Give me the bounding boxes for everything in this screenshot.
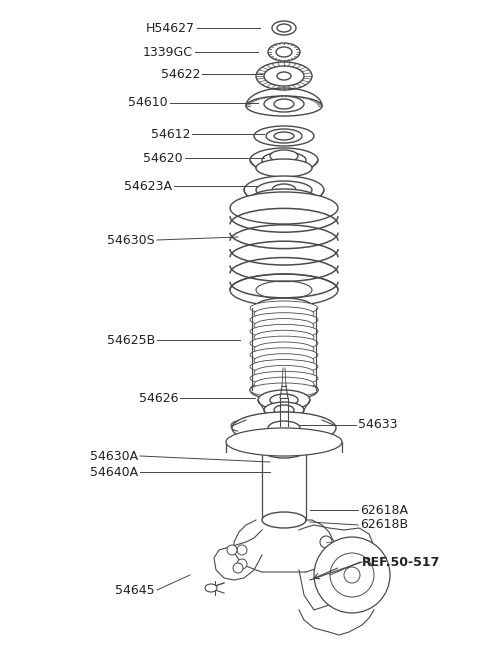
Ellipse shape: [270, 150, 298, 162]
Ellipse shape: [274, 132, 294, 140]
Circle shape: [344, 567, 360, 583]
Ellipse shape: [268, 421, 300, 435]
Ellipse shape: [256, 281, 312, 299]
Ellipse shape: [264, 96, 304, 112]
Ellipse shape: [249, 189, 319, 211]
Circle shape: [237, 559, 247, 569]
Text: 54612: 54612: [151, 127, 190, 140]
Ellipse shape: [277, 72, 291, 80]
Ellipse shape: [254, 330, 314, 344]
Text: 54626: 54626: [139, 392, 178, 405]
Circle shape: [233, 563, 243, 573]
Ellipse shape: [250, 371, 318, 385]
Ellipse shape: [270, 384, 298, 396]
Ellipse shape: [266, 129, 302, 143]
Ellipse shape: [272, 184, 296, 196]
Ellipse shape: [230, 192, 338, 224]
Ellipse shape: [246, 96, 322, 116]
Ellipse shape: [254, 365, 314, 379]
Ellipse shape: [230, 274, 338, 306]
Ellipse shape: [250, 148, 318, 172]
Ellipse shape: [254, 342, 314, 356]
Ellipse shape: [254, 319, 314, 333]
Ellipse shape: [258, 390, 310, 410]
Ellipse shape: [274, 405, 294, 415]
Text: 1339GC: 1339GC: [143, 45, 193, 58]
Ellipse shape: [254, 307, 314, 321]
Text: 54625B: 54625B: [107, 333, 155, 346]
Ellipse shape: [268, 43, 300, 61]
Text: 62618B: 62618B: [360, 518, 408, 531]
Ellipse shape: [262, 512, 306, 528]
Ellipse shape: [250, 383, 318, 397]
Ellipse shape: [244, 176, 324, 204]
Ellipse shape: [254, 298, 314, 318]
Ellipse shape: [274, 99, 294, 109]
Circle shape: [314, 537, 390, 613]
Ellipse shape: [270, 302, 298, 314]
Ellipse shape: [264, 402, 304, 418]
Ellipse shape: [277, 24, 291, 32]
Text: 54630A: 54630A: [90, 449, 138, 462]
Ellipse shape: [256, 181, 312, 199]
Ellipse shape: [276, 47, 292, 57]
Ellipse shape: [268, 412, 300, 424]
Circle shape: [237, 545, 247, 555]
Ellipse shape: [250, 380, 318, 400]
Circle shape: [227, 545, 237, 555]
Text: 54640A: 54640A: [90, 466, 138, 478]
Ellipse shape: [226, 428, 342, 456]
Ellipse shape: [264, 193, 304, 207]
Ellipse shape: [250, 313, 318, 327]
Ellipse shape: [262, 152, 306, 168]
Ellipse shape: [232, 412, 336, 444]
Text: 54622: 54622: [160, 68, 200, 81]
Text: 54645: 54645: [115, 583, 155, 596]
Ellipse shape: [274, 155, 294, 165]
Ellipse shape: [250, 301, 318, 315]
Ellipse shape: [256, 62, 312, 90]
Text: 54620: 54620: [144, 152, 183, 165]
Ellipse shape: [250, 359, 318, 373]
Text: 54630S: 54630S: [108, 234, 155, 247]
Ellipse shape: [254, 377, 314, 391]
Text: 54623A: 54623A: [124, 180, 172, 192]
Ellipse shape: [205, 584, 217, 592]
Ellipse shape: [272, 21, 296, 35]
Ellipse shape: [262, 442, 306, 458]
Ellipse shape: [270, 394, 298, 406]
Ellipse shape: [250, 348, 318, 362]
Text: 62618A: 62618A: [360, 504, 408, 516]
Ellipse shape: [264, 66, 304, 86]
Ellipse shape: [250, 325, 318, 338]
Ellipse shape: [254, 126, 314, 146]
Text: REF.50-517: REF.50-517: [362, 556, 440, 569]
Text: H54627: H54627: [146, 22, 195, 35]
Ellipse shape: [254, 354, 314, 368]
Circle shape: [320, 536, 332, 548]
Text: 54610: 54610: [128, 96, 168, 110]
Ellipse shape: [250, 336, 318, 350]
Ellipse shape: [256, 159, 312, 177]
Circle shape: [330, 553, 374, 597]
Text: 54633: 54633: [358, 419, 397, 432]
